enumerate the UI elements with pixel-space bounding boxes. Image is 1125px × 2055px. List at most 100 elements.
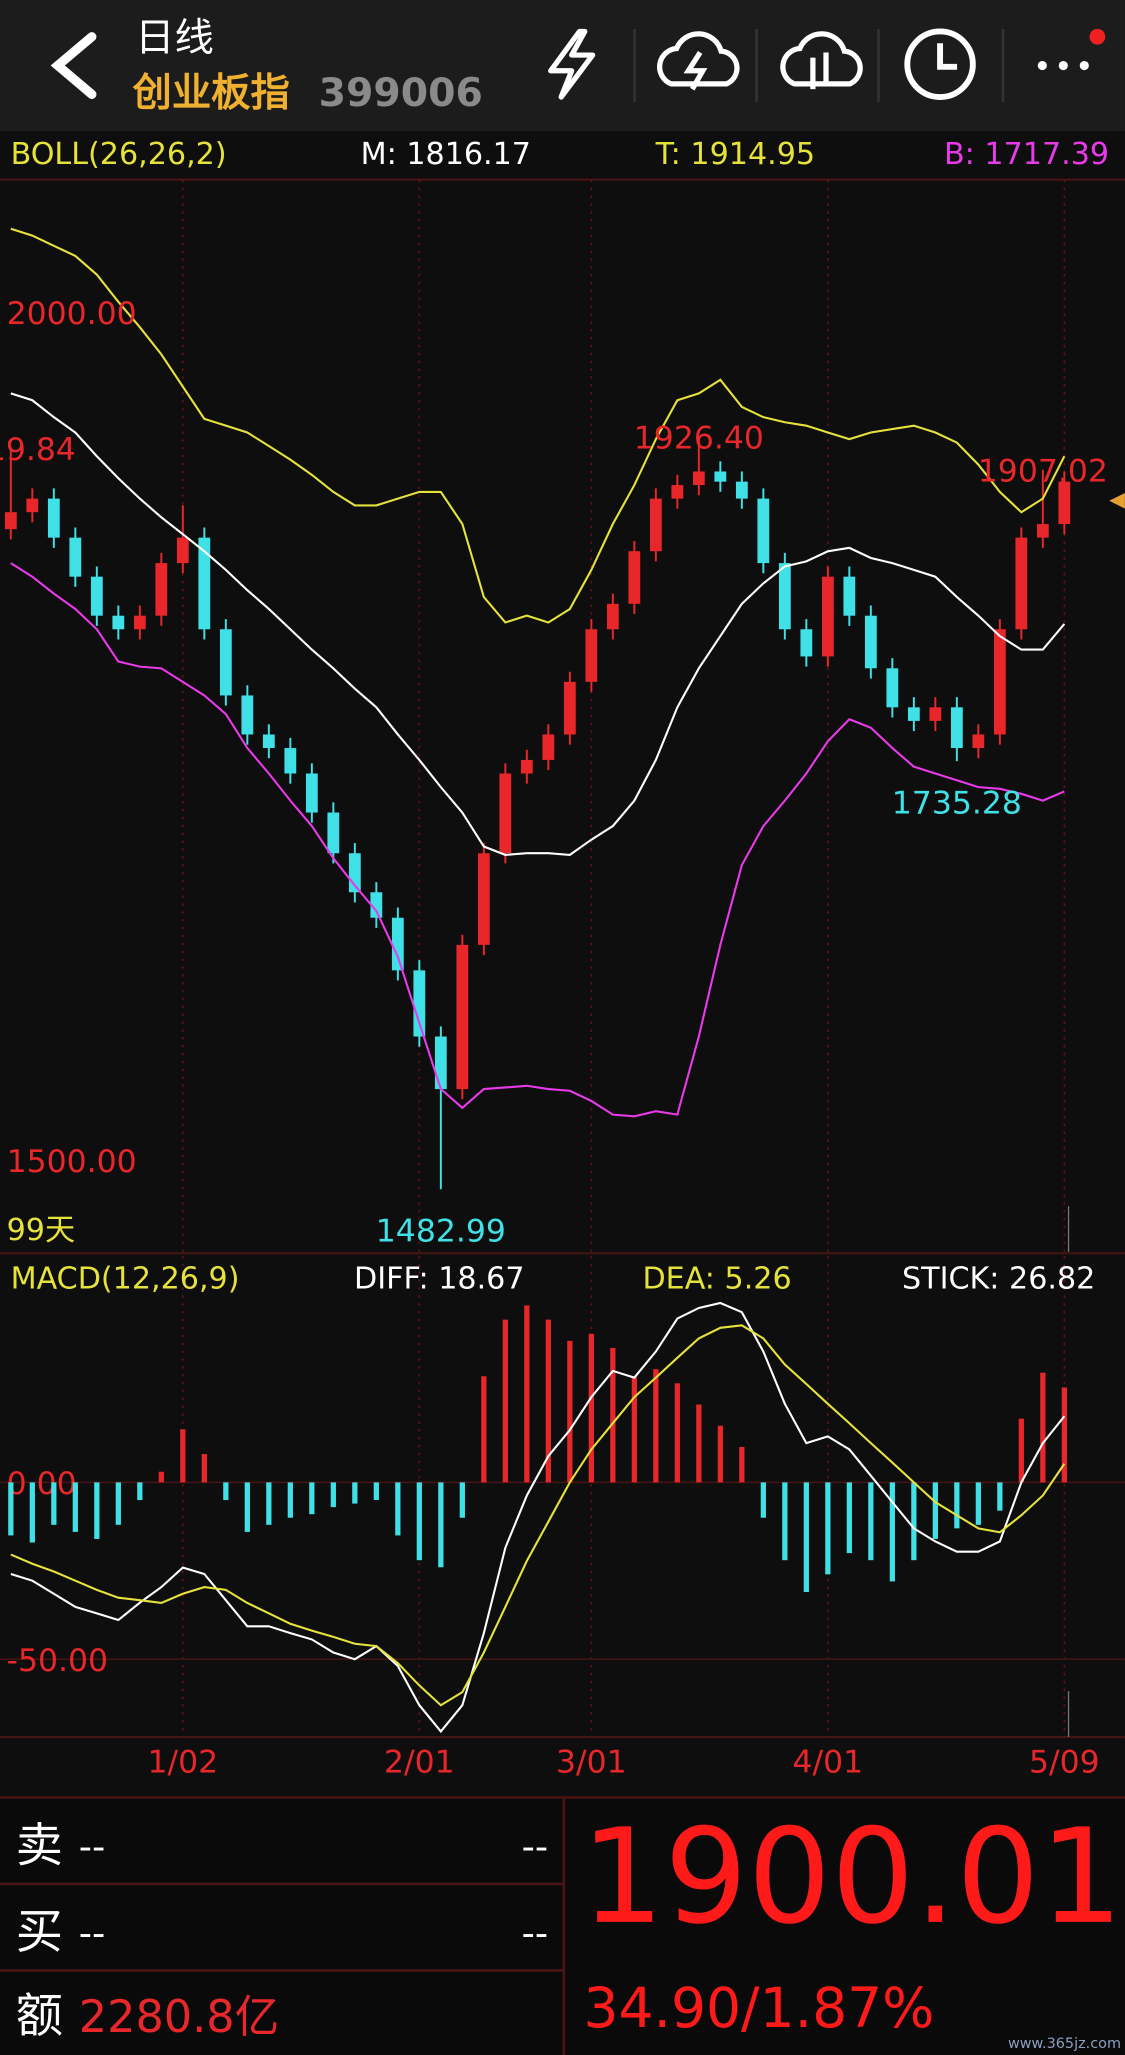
candle-body [284, 748, 297, 774]
clock-hands [937, 43, 958, 70]
buy-price: -- [79, 1912, 105, 1955]
candle-body [327, 812, 340, 854]
more-icon[interactable] [1037, 28, 1106, 71]
series-line [10, 562, 1065, 1118]
x-tick-label: 2/01 [384, 1744, 455, 1780]
candle-body [262, 734, 275, 749]
candle-body [757, 498, 770, 564]
quote-panel: 卖 -- -- 买 -- -- 额 2280.8亿 1900.01 34.90/… [0, 1796, 1125, 2055]
last-price: 1900.01 [581, 1800, 1123, 1953]
period: 日线 [135, 15, 214, 61]
legend-item: DIFF: 18.67 [354, 1262, 524, 1297]
candle-body [370, 892, 383, 918]
change: 34.90/1.87% [583, 1976, 934, 2040]
candle-body [993, 629, 1006, 735]
candle-body [133, 615, 146, 630]
candle-body [391, 917, 404, 971]
macd-bar [524, 1305, 530, 1483]
macd-bar [29, 1482, 35, 1543]
candle-body [176, 537, 189, 564]
macd-bar [459, 1482, 465, 1518]
candle-body [434, 1036, 447, 1090]
candle-body [4, 512, 17, 530]
macd-bar [223, 1482, 229, 1501]
macd-bar [8, 1482, 14, 1536]
candle-body [90, 576, 103, 616]
cloud-shape [657, 31, 740, 87]
macd-bar [1061, 1387, 1067, 1483]
x-tick-label: 1/02 [148, 1744, 219, 1780]
macd-bar [696, 1404, 702, 1483]
candle-body [47, 498, 60, 538]
candle-body [413, 970, 426, 1037]
macd-bar [180, 1429, 186, 1483]
candle-body [155, 563, 168, 616]
candle-body [305, 773, 318, 813]
watermark: www.365jz.com [1008, 2036, 1121, 2052]
macd-bar [846, 1482, 852, 1554]
index-name: 创业板指 [132, 70, 289, 116]
macd-bar [309, 1482, 315, 1515]
candle-body [929, 707, 942, 721]
clock-shape [904, 28, 976, 100]
macd-bar [717, 1425, 723, 1483]
history-icon[interactable] [904, 28, 976, 100]
candle-body [542, 734, 555, 760]
macd-bar [72, 1482, 78, 1532]
badge [1089, 28, 1106, 45]
candle-body [735, 481, 748, 499]
candle-body [714, 471, 727, 482]
macd-bar [739, 1446, 745, 1483]
cloud-sync-icon[interactable] [780, 31, 863, 90]
flash-icon[interactable] [548, 28, 596, 100]
y-tick-label: 2000.00 [7, 296, 137, 332]
candle-body [69, 537, 82, 577]
macd-bar [416, 1482, 422, 1561]
macd-bar [158, 1471, 164, 1483]
candle-body [241, 695, 254, 735]
macd-bar [287, 1482, 293, 1518]
cloud-flash-icon[interactable] [657, 31, 740, 91]
series-line [10, 1301, 1066, 1734]
low-label: 1735.28 [892, 786, 1022, 822]
candle-body [585, 629, 598, 682]
macd-bar [803, 1482, 809, 1593]
candle-body [907, 707, 920, 721]
candle-body [1058, 481, 1071, 525]
candle-body [348, 853, 361, 893]
macd-bar [782, 1482, 788, 1561]
series-line [10, 227, 1066, 624]
back-button[interactable] [50, 32, 97, 99]
candle-body [112, 615, 125, 630]
candle-body [649, 498, 662, 552]
macd-bar [244, 1482, 250, 1532]
high-label: 1919.84 [0, 432, 76, 468]
macd-bar [1018, 1418, 1024, 1483]
quote-bg [0, 1796, 1125, 2055]
macd-bar [997, 1482, 1003, 1511]
charts: 1919.84 1926.40 1907.02 1482.99 1735.28 99天 20… [0, 137, 1125, 1780]
candle-body [972, 734, 985, 749]
sell-volume: -- [522, 1825, 548, 1868]
legend-title: BOLL(26,26,2) [11, 137, 227, 172]
candle-body [950, 707, 963, 749]
macd-bar [631, 1376, 637, 1483]
macd-bar [653, 1369, 659, 1483]
price-pointer [1109, 492, 1125, 509]
macd-bar [932, 1482, 938, 1539]
amount: 2280.8亿 [79, 1991, 280, 2043]
cloud-shape [780, 31, 863, 87]
legend-item: STICK: 26.82 [902, 1262, 1095, 1297]
flash-shape [548, 28, 596, 100]
amount-label: 额 [16, 1989, 63, 2044]
candle-body [456, 944, 469, 1090]
macd-bar [438, 1482, 444, 1568]
x-tick-label: 4/01 [793, 1744, 864, 1780]
series-line [10, 1324, 1066, 1707]
macd-bar [115, 1482, 121, 1525]
buy-volume: -- [522, 1912, 548, 1955]
candle-body [1036, 524, 1049, 538]
macd-bar [588, 1333, 594, 1483]
candle-body [821, 576, 834, 657]
macd-bar [481, 1376, 487, 1483]
